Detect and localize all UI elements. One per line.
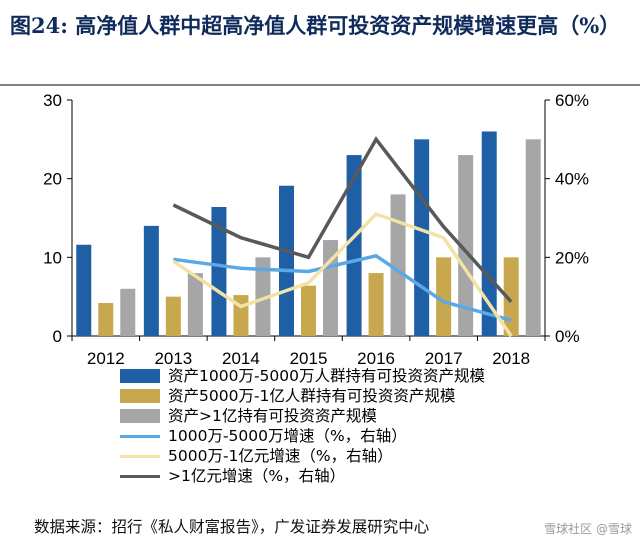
line-series-2	[172, 212, 513, 337]
legend-swatch-bar-2	[120, 389, 160, 403]
legend-swatch-line-2	[120, 454, 160, 458]
right-tick-label: 20%	[555, 248, 589, 267]
x-tick-label: 2017	[425, 349, 463, 368]
bar-series-1-2015	[279, 185, 294, 336]
legend: 资产1000万-5000万人群持有可投资资产规模 资产5000万-1亿人群持有可…	[120, 366, 620, 486]
legend-item-bar-3: 资产>1亿持有可投资资产规模	[120, 406, 620, 426]
left-tick-label: 30	[43, 91, 62, 110]
right-tick-label: 0%	[555, 327, 580, 346]
legend-item-bar-2: 资产5000万-1亿人群持有可投资资产规模	[120, 386, 620, 406]
bar-series-3-2017	[458, 155, 474, 336]
bar-series-2-2017	[436, 257, 452, 336]
legend-item-bar-1: 资产1000万-5000万人群持有可投资资产规模	[120, 366, 620, 386]
right-tick-label: 40%	[555, 170, 589, 189]
bar-series-2-2016	[368, 273, 384, 336]
right-tick-label: 60%	[555, 91, 589, 110]
bar-series-1-2014	[211, 206, 227, 336]
x-tick-label: 2013	[154, 349, 192, 368]
bar-series-1-2016	[346, 155, 362, 336]
title-divider	[0, 84, 640, 86]
legend-item-line-2: 5000万-1亿元增速（%，右轴）	[120, 446, 620, 466]
legend-label-line-2: 5000万-1亿元增速（%，右轴）	[168, 447, 393, 465]
bar-series-3-2014	[255, 257, 271, 336]
bar-series-3-2013	[187, 273, 203, 336]
left-tick-label: 20	[43, 170, 62, 189]
legend-swatch-line-3	[120, 474, 160, 478]
legend-label-bar-2: 资产5000万-1亿人群持有可投资资产规模	[168, 387, 456, 405]
x-tick-label: 2015	[290, 349, 328, 368]
watermark: 雪球社区 @雪球	[544, 522, 632, 536]
bar-series-2-2015	[301, 285, 316, 336]
legend-label-bar-3: 资产>1亿持有可投资资产规模	[168, 407, 377, 425]
x-tick-label: 2012	[87, 349, 125, 368]
legend-item-line-1: 1000万-5000万增速（%，右轴）	[120, 426, 620, 446]
x-tick-label: 2014	[222, 349, 260, 368]
bar-series-2-2012	[98, 302, 114, 336]
line-series-3	[172, 136, 513, 303]
x-tick-label: 2018	[492, 349, 530, 368]
x-tick-label: 2016	[357, 349, 395, 368]
bar-series-1-2017	[414, 139, 430, 336]
legend-item-line-3: >1亿元增速（%，右轴）	[120, 466, 620, 486]
bar-series-3-2016	[390, 194, 406, 336]
bar-series-2-2018	[503, 257, 519, 336]
chart-title: 图24: 高净值人群中超高净值人群可投资资产规模增速更高（%）	[10, 13, 621, 38]
legend-label-line-1: 1000万-5000万增速（%，右轴）	[168, 427, 407, 445]
legend-label-line-3: >1亿元增速（%，右轴）	[168, 467, 346, 485]
bar-series-2-2013	[165, 296, 181, 336]
bar-series-3-2012	[120, 288, 136, 336]
bar-series-1-2013	[143, 225, 159, 336]
left-tick-label: 0	[53, 327, 62, 346]
legend-swatch-bar-3	[120, 409, 160, 423]
bar-series-1-2012	[76, 244, 92, 336]
bar-series-3-2018	[525, 139, 541, 336]
legend-swatch-line-1	[120, 434, 160, 438]
left-tick-label: 10	[43, 248, 62, 267]
source-note: 数据来源：招行《私人财富报告》，广发证券发展研究中心	[34, 518, 430, 536]
legend-swatch-bar-1	[120, 369, 160, 383]
legend-label-bar-1: 资产1000万-5000万人群持有可投资资产规模	[168, 367, 485, 385]
bar-series-1-2018	[481, 131, 497, 336]
line-series-1	[173, 253, 512, 322]
